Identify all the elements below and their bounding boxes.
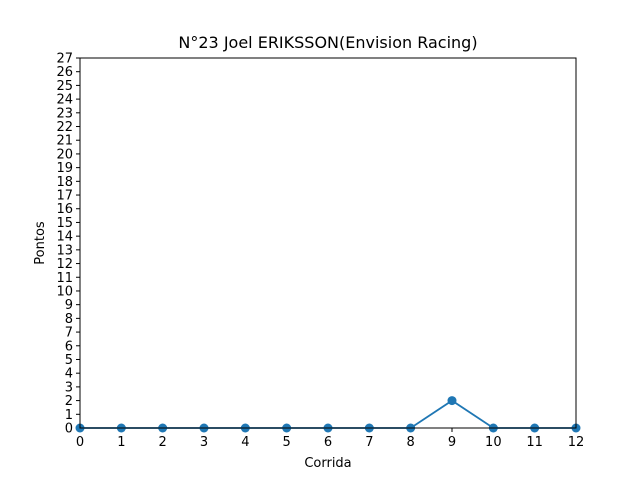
- x-axis-label: Corrida: [304, 456, 351, 471]
- y-tick-label: 13: [56, 243, 73, 258]
- y-tick-label: 5: [65, 353, 73, 368]
- y-tick-label: 9: [65, 298, 73, 313]
- chart-title: N°23 Joel ERIKSSON(Envision Racing): [178, 33, 477, 52]
- x-tick-label: 3: [200, 435, 208, 450]
- x-tick-label: 4: [241, 435, 249, 450]
- data-point: [447, 396, 457, 406]
- y-tick-label: 6: [65, 339, 73, 354]
- y-tick-label: 15: [56, 216, 73, 231]
- x-tick-label: 6: [324, 435, 332, 450]
- y-tick-label: 24: [56, 93, 73, 108]
- y-tick-label: 17: [56, 189, 73, 204]
- y-tick-label: 27: [56, 52, 73, 67]
- plot-area-frame: [79, 57, 577, 429]
- y-tick-label: 18: [56, 175, 73, 190]
- x-tick-label: 9: [448, 435, 456, 450]
- y-tick-label: 7: [65, 326, 73, 341]
- y-axis-label: Pontos: [33, 221, 48, 265]
- x-tick-label: 11: [526, 435, 543, 450]
- y-tick-label: 10: [56, 284, 73, 299]
- x-tick-label: 1: [117, 435, 125, 450]
- y-tick-label: 1: [65, 408, 73, 423]
- x-tick-label: 8: [407, 435, 415, 450]
- y-tick-label: 8: [65, 312, 73, 327]
- x-tick-label: 12: [568, 435, 585, 450]
- y-axis-ticks: 0123456789101112131415161718192021222324…: [56, 52, 80, 437]
- y-tick-label: 14: [56, 230, 73, 245]
- y-tick-label: 19: [56, 161, 73, 176]
- x-tick-label: 5: [283, 435, 291, 450]
- y-tick-label: 11: [56, 271, 73, 286]
- x-tick-label: 2: [159, 435, 167, 450]
- x-tick-label: 0: [76, 435, 84, 450]
- x-axis-ticks: 0 1 2 3 4 5 6 7 8 9 10 11 12: [76, 428, 584, 450]
- x-tick-label: 7: [365, 435, 373, 450]
- x-tick-label: 10: [485, 435, 502, 450]
- y-tick-label: 23: [56, 106, 73, 121]
- y-tick-label: 3: [65, 380, 73, 395]
- y-tick-label: 25: [56, 79, 73, 94]
- y-tick-label: 2: [65, 394, 73, 409]
- y-tick-label: 0: [65, 422, 73, 437]
- y-tick-label: 21: [56, 134, 73, 149]
- y-tick-label: 12: [56, 257, 73, 272]
- series-layer: [75, 396, 581, 433]
- y-tick-label: 4: [65, 367, 73, 382]
- y-tick-label: 22: [56, 120, 73, 135]
- y-tick-label: 16: [56, 202, 73, 217]
- y-tick-label: 20: [56, 147, 73, 162]
- y-tick-label: 26: [56, 65, 73, 80]
